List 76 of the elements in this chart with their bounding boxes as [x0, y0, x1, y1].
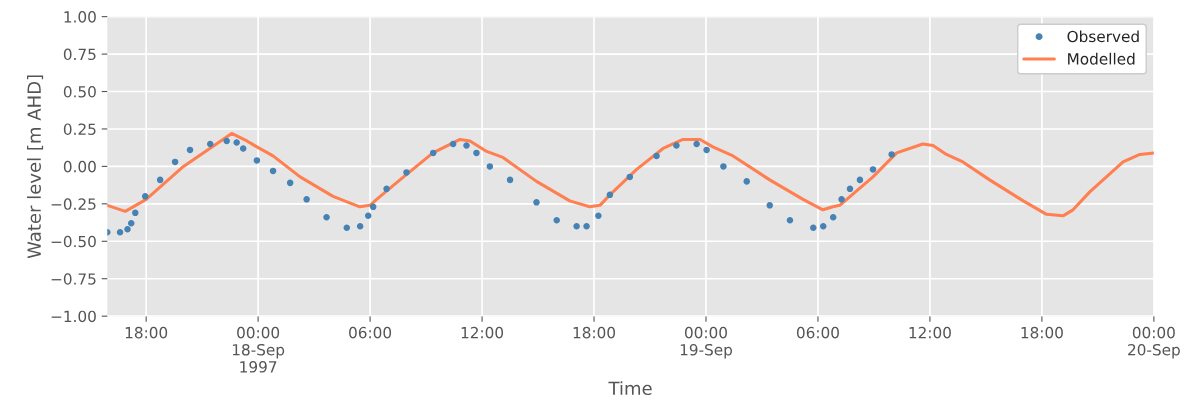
point [429, 149, 437, 157]
point [838, 196, 845, 203]
y-tick-label: 0.25 [63, 123, 96, 135]
point [856, 176, 864, 184]
point [626, 173, 634, 181]
y-tick-label: −1.00 [51, 310, 96, 323]
point [171, 158, 179, 166]
point [127, 220, 135, 227]
point [323, 214, 330, 221]
point [869, 166, 877, 173]
point [810, 224, 817, 232]
point [703, 146, 710, 154]
point [403, 169, 410, 176]
point [653, 152, 660, 160]
point [239, 145, 247, 152]
point [888, 151, 895, 158]
point [463, 142, 470, 149]
point [673, 142, 680, 149]
point [486, 163, 494, 170]
x-tick-label: 12:00 [909, 326, 951, 339]
x-tick-label: 06:00 [796, 326, 839, 339]
legend-label: Modelled [1068, 52, 1135, 65]
point [553, 217, 560, 224]
x-tick-label: 00:00 19-Sep [680, 326, 733, 359]
point [141, 193, 149, 200]
y-axis-title: Water level [m AHD] [27, 75, 44, 259]
x-tick-label: 18:00 [573, 326, 616, 339]
point [819, 223, 827, 230]
point [124, 226, 131, 233]
point [364, 212, 372, 220]
y-tick-label: 0.00 [63, 160, 96, 173]
y-tick-label: −0.75 [51, 273, 96, 285]
point [132, 209, 139, 217]
y-tick-label: 0.50 [63, 85, 96, 98]
x-tick-label: 06:00 [349, 326, 392, 339]
line-series [107, 131, 1154, 218]
point [449, 140, 457, 148]
point [343, 224, 351, 232]
point [303, 196, 310, 203]
point [533, 199, 540, 206]
point [369, 203, 377, 211]
point [286, 179, 294, 187]
x-tick-label: 18:00 [125, 326, 168, 339]
point [383, 185, 390, 193]
y-tick-label: 1.00 [64, 11, 96, 23]
point [693, 140, 700, 148]
point [156, 176, 164, 184]
x-tick-label: 18:00 [1021, 326, 1063, 339]
x-axis-title: Time [608, 381, 652, 396]
point [573, 223, 580, 230]
point [116, 229, 124, 236]
point [233, 139, 240, 146]
point [846, 185, 854, 193]
point [206, 140, 214, 148]
point [786, 217, 794, 224]
point [253, 157, 261, 164]
x-tick-label: 00:00 18-Sep 1997 [232, 326, 285, 373]
point [473, 149, 480, 157]
point [720, 163, 727, 170]
point [269, 167, 277, 175]
y-tick-label: 0.75 [63, 48, 96, 61]
point [829, 214, 837, 221]
point [223, 137, 230, 145]
point [743, 178, 750, 185]
point [595, 212, 602, 220]
x-tick-label: 00:00 20-Sep [1128, 326, 1180, 359]
point [356, 223, 364, 230]
point [583, 223, 590, 230]
x-tick-label: 12:00 [461, 326, 504, 339]
point [506, 176, 514, 184]
point [766, 202, 774, 209]
y-tick-label: −0.50 [51, 235, 96, 248]
y-tick-label: −0.25 [51, 198, 96, 210]
legend-label: Observed [1067, 30, 1139, 43]
point [186, 146, 194, 154]
point [606, 191, 614, 199]
